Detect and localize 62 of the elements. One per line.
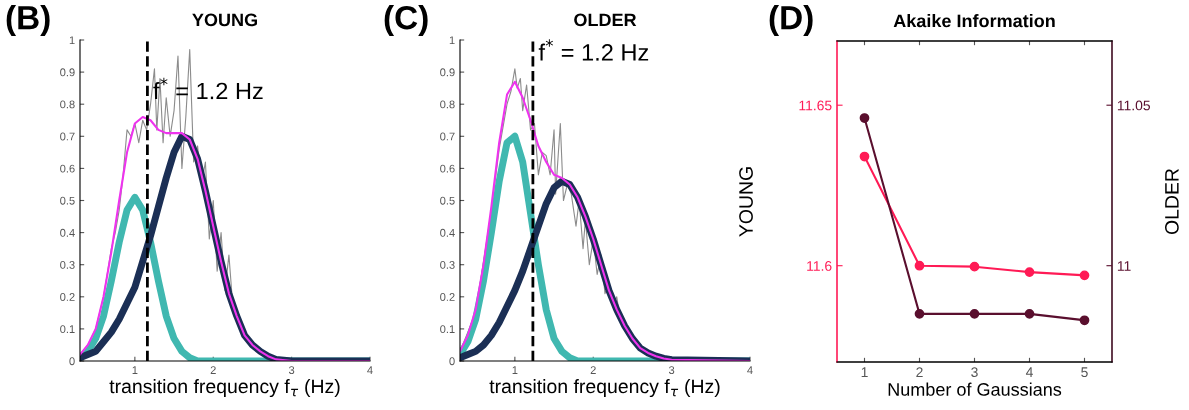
y-tick-label: 0.8 <box>60 100 75 109</box>
y2-tick-label: 11.05 <box>1117 100 1151 111</box>
y-tick-label: 0.7 <box>440 132 455 141</box>
chart-title: OLDER <box>574 13 637 27</box>
x-tick-label: 4 <box>1025 367 1033 377</box>
y-tick-label: 0.5 <box>440 196 455 205</box>
y-tick-label: 0 <box>449 357 455 366</box>
y-tick-label: 0.3 <box>60 260 75 269</box>
x-axis-title: Number of Gaussians <box>888 382 1062 396</box>
x-tick-label: 2 <box>210 366 216 374</box>
x-tick-label: 3 <box>971 367 978 378</box>
y-tick-label: 0.5 <box>60 196 75 205</box>
y-tick-label: 0 <box>69 357 75 366</box>
y-tick-label: 0.9 <box>60 68 75 77</box>
annotation: f$^{*}$ = 1.2 Hz <box>153 77 263 100</box>
y-tick-label: 0.6 <box>440 164 455 173</box>
x-tick-label: 2 <box>590 366 596 374</box>
point <box>969 261 980 272</box>
y-tick-label: 0.2 <box>60 293 75 301</box>
y-tick-label: 11.6 <box>807 261 832 271</box>
chart-title: YOUNG <box>192 13 257 27</box>
y-tick-label: 0.6 <box>60 164 75 173</box>
y2-axis-title: OLDER <box>1164 168 1179 235</box>
point <box>859 113 870 123</box>
y-tick-label: 0.9 <box>440 68 455 77</box>
y-tick-label: 0.8 <box>440 100 455 109</box>
x-tick-label: 1 <box>512 366 518 374</box>
x-tick-label: 4 <box>367 366 373 374</box>
point <box>1024 267 1035 277</box>
point <box>914 260 925 271</box>
y-axis-title: YOUNG <box>739 167 753 237</box>
y-tick-label: 11.65 <box>799 100 832 111</box>
x-tick-label: 1 <box>132 366 138 374</box>
y-tick-label: 0.1 <box>440 325 455 334</box>
y-tick-label: 0.4 <box>60 228 75 237</box>
y-tick-label: 0.4 <box>440 228 455 237</box>
x-tick-label: 3 <box>668 366 675 375</box>
point <box>1024 308 1035 319</box>
y-tick-label: 0.3 <box>440 260 455 269</box>
annotation: f$^{*}$ = 1.2 Hz <box>538 39 649 61</box>
x-tick-label: 1 <box>861 367 868 377</box>
point <box>859 151 870 162</box>
point <box>1079 315 1090 326</box>
y-tick-label: 1 <box>69 36 75 45</box>
y-tick-label: 0.1 <box>60 325 75 334</box>
y-tick-label: 0.7 <box>60 132 75 141</box>
point <box>969 308 980 319</box>
point <box>914 308 925 319</box>
text: (B) <box>6 5 50 37</box>
x-axis-title: transition frequency f$_{τ}$ (Hz) <box>109 379 340 398</box>
y-tick-label: 1 <box>449 36 455 45</box>
x-tick-label: 4 <box>747 366 753 374</box>
x-tick-label: 3 <box>288 366 295 375</box>
chart-title: Akaike Information <box>893 14 1055 28</box>
y2-tick-label: 11 <box>1117 261 1131 271</box>
x-tick-label: 2 <box>916 367 923 377</box>
point <box>1079 270 1090 281</box>
text: (D) <box>769 5 813 37</box>
x-axis-title: transition frequency f$_{τ}$ (Hz) <box>489 379 720 398</box>
x-tick-label: 5 <box>1081 367 1088 378</box>
y-tick-label: 0.2 <box>440 293 455 301</box>
text: (C) <box>384 5 428 37</box>
